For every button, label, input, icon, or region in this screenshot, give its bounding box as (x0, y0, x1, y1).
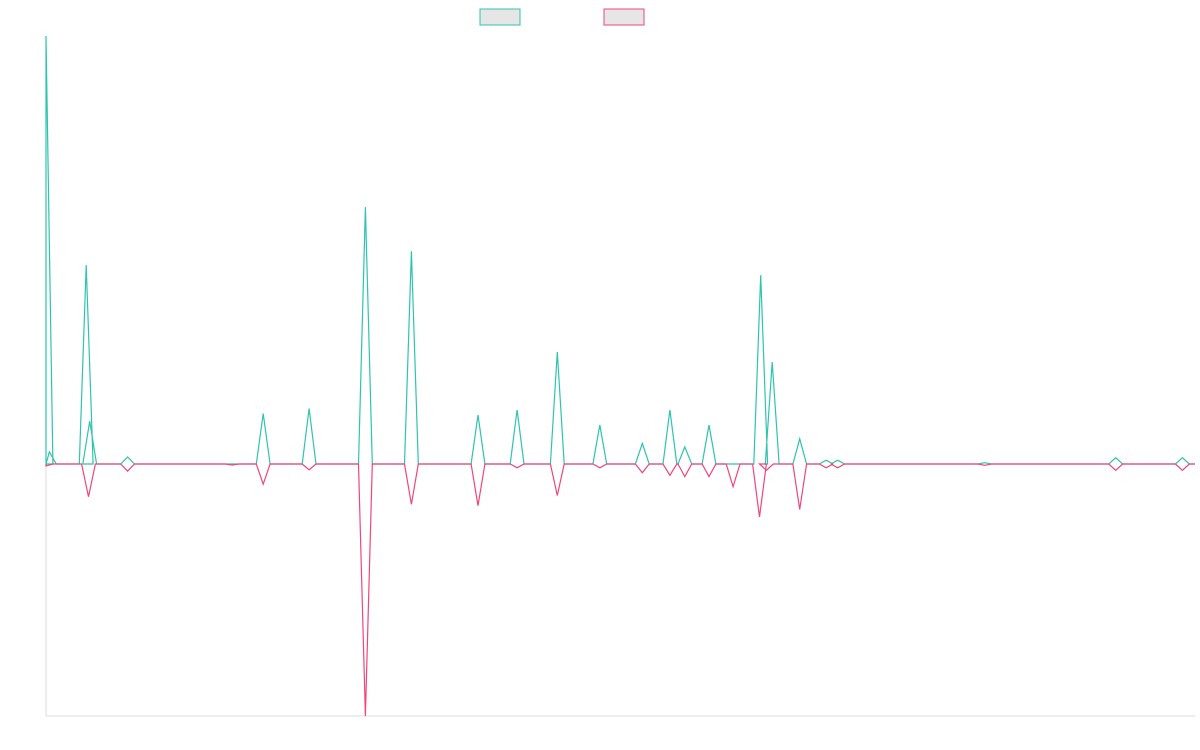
series-1-point[interactable] (668, 408, 671, 411)
series-1-point[interactable] (88, 420, 91, 423)
series-2-point[interactable] (732, 485, 735, 488)
series-2-point[interactable] (262, 483, 265, 486)
series-2-point[interactable] (410, 503, 413, 506)
series-line-2 (45, 463, 1195, 717)
series-1-point[interactable] (48, 450, 51, 453)
legend (479, 8, 645, 26)
series-1-point[interactable] (708, 424, 711, 427)
series-1-point[interactable] (836, 459, 839, 462)
series-2-point[interactable] (364, 715, 367, 718)
series-2-point[interactable] (836, 466, 839, 469)
series-1-point[interactable] (45, 35, 48, 38)
series-1-point[interactable] (798, 437, 801, 440)
series-1-point[interactable] (126, 456, 129, 459)
series-1-point[interactable] (598, 424, 601, 427)
series-1-point[interactable] (516, 408, 519, 411)
legend-swatch-1[interactable] (479, 8, 521, 26)
legend-swatch-2[interactable] (603, 8, 645, 26)
series-2-point[interactable] (708, 475, 711, 478)
series-1-point[interactable] (262, 412, 265, 415)
series-2-point[interactable] (308, 468, 311, 471)
series-2-point[interactable] (598, 466, 601, 469)
series-1-point[interactable] (1181, 456, 1184, 459)
series-1-point[interactable] (477, 413, 480, 416)
series-1-point[interactable] (1114, 456, 1117, 459)
series-2-point[interactable] (758, 515, 761, 518)
series-2-point[interactable] (1181, 469, 1184, 472)
series-2-point[interactable] (126, 470, 129, 473)
series-2-point[interactable] (683, 475, 686, 478)
series-line-1 (45, 35, 1195, 465)
series-1-point[interactable] (771, 361, 774, 364)
series-2-point[interactable] (798, 508, 801, 511)
series-2-point[interactable] (231, 464, 234, 467)
series-1-point[interactable] (556, 351, 559, 354)
series-1-point[interactable] (308, 407, 311, 410)
series-1-point[interactable] (983, 461, 986, 464)
series-1-point[interactable] (825, 459, 828, 462)
series-2-point[interactable] (1114, 469, 1117, 472)
series-2-point[interactable] (516, 466, 519, 469)
series-group (45, 35, 1195, 718)
series-1-point[interactable] (641, 442, 644, 445)
series-1-point[interactable] (85, 264, 88, 267)
series-2-point[interactable] (825, 466, 828, 469)
series-1-point[interactable] (410, 250, 413, 253)
series-1-point[interactable] (683, 445, 686, 448)
series-2-point[interactable] (556, 494, 559, 497)
series-2-point[interactable] (641, 471, 644, 474)
series-1-point[interactable] (759, 274, 762, 277)
series-2-point[interactable] (983, 464, 986, 467)
series-1-point[interactable] (364, 206, 367, 209)
series-2-point[interactable] (87, 495, 90, 498)
series-2-point[interactable] (45, 465, 48, 468)
series-2-point[interactable] (668, 474, 671, 477)
series-2-point[interactable] (765, 469, 768, 472)
series-2-point[interactable] (477, 504, 480, 507)
